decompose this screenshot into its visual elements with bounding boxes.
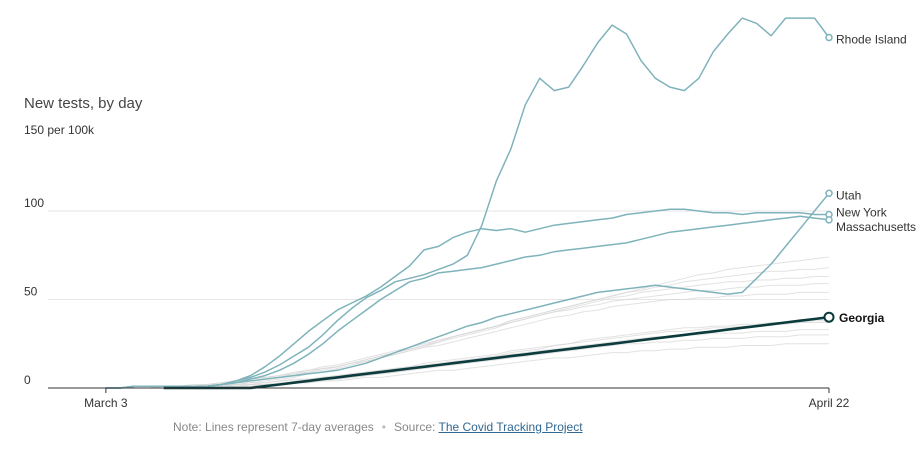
- y-tick-label-100: 100: [24, 196, 44, 210]
- x-tick-label-1: April 22: [809, 396, 850, 410]
- series-end-point-massachusetts: [825, 216, 833, 224]
- y-grid: [48, 210, 829, 300]
- series-line-massachusetts: [105, 215, 830, 389]
- series-label-utah: Utah: [836, 188, 861, 202]
- background-series-line-5: [48, 256, 830, 389]
- chart-footer: Note: Lines represent 7-day averages • Sou…: [173, 420, 583, 434]
- source-link[interactable]: The Covid Tracking Project: [438, 420, 583, 434]
- axis-group: 0 50 100 March 3 April 22: [24, 196, 850, 410]
- highlighted-series-group: [105, 17, 835, 390]
- series-end-point-rhode-island: [825, 33, 833, 42]
- series-label-georgia: Georgia: [839, 311, 885, 325]
- footer-separator: •: [381, 420, 386, 434]
- footer-note: Note: Lines represent 7-day averages: [173, 420, 374, 434]
- series-label-rhode-island: Rhode Island: [836, 33, 907, 47]
- chart-title: New tests, by day: [24, 95, 143, 112]
- series-end-point-georgia: [823, 311, 835, 323]
- x-tick-label-0: March 3: [84, 396, 128, 410]
- series-line-georgia: [163, 315, 830, 390]
- series-end-point-utah: [825, 189, 833, 198]
- series-line-rhode-island: [105, 17, 830, 389]
- y-tick-label-0: 0: [24, 373, 31, 387]
- footer-source-prefix: Source:: [394, 420, 439, 434]
- series-label-massachusetts: Massachusetts: [836, 220, 916, 234]
- y-tick-label-50: 50: [24, 285, 38, 299]
- y-unit-label: 150 per 100k: [24, 123, 95, 137]
- background-series-group: [48, 256, 830, 389]
- series-label-new-york: New York: [836, 206, 888, 220]
- series-line-utah: [105, 192, 830, 389]
